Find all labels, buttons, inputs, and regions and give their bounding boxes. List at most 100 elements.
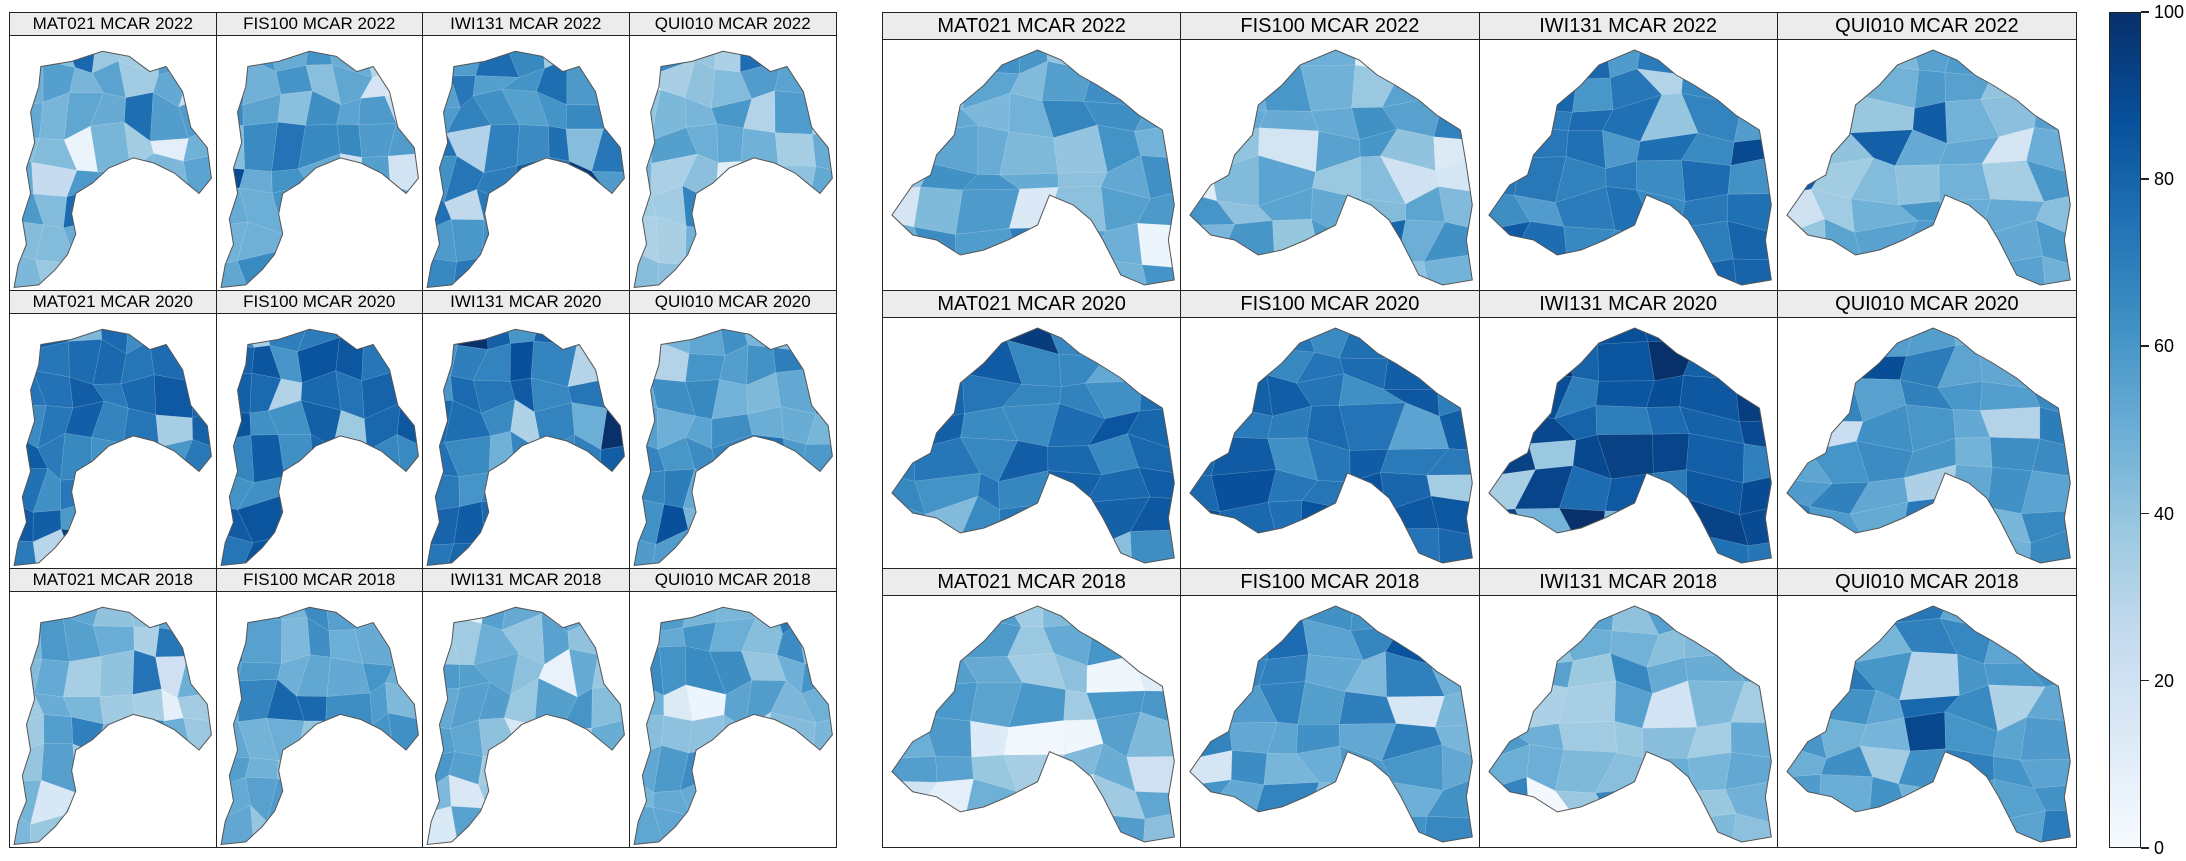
district xyxy=(772,329,806,351)
district xyxy=(1190,166,1217,201)
choropleth-map xyxy=(10,592,216,847)
district xyxy=(891,68,933,110)
district xyxy=(594,329,625,348)
district xyxy=(685,255,715,288)
district xyxy=(1215,545,1280,563)
district xyxy=(1001,539,1066,563)
district xyxy=(326,256,358,288)
panel-title: IWI131 MCAR 2018 xyxy=(1479,569,1777,596)
district xyxy=(333,447,367,464)
district xyxy=(158,51,191,75)
region-outline xyxy=(634,329,832,565)
district xyxy=(1510,328,1577,353)
district xyxy=(801,660,832,693)
district xyxy=(302,809,331,845)
map-panel: MAT021 MCAR 2022 xyxy=(883,13,1182,291)
region-outline xyxy=(634,51,832,287)
district xyxy=(1211,50,1260,75)
choropleth-map xyxy=(423,36,629,290)
district xyxy=(443,607,488,624)
district xyxy=(812,94,832,134)
district xyxy=(568,750,599,792)
region-outline xyxy=(221,607,418,844)
district xyxy=(533,500,571,546)
district xyxy=(1643,531,1686,563)
district xyxy=(93,499,136,533)
map-panel: IWI131 MCAR 2020 xyxy=(1479,291,1778,569)
choropleth-map xyxy=(1181,318,1478,568)
district xyxy=(330,464,362,512)
district xyxy=(1084,63,1149,107)
district xyxy=(809,198,832,231)
district xyxy=(1384,328,1445,359)
district xyxy=(182,499,212,543)
district xyxy=(916,682,978,721)
district xyxy=(741,191,785,220)
district xyxy=(599,816,625,845)
district xyxy=(1684,654,1744,682)
district xyxy=(1687,813,1736,842)
district xyxy=(1953,497,1989,546)
panel-title: QUI010 MCAR 2018 xyxy=(1777,569,2076,596)
district xyxy=(592,648,625,688)
region-outline xyxy=(1787,606,2070,842)
district xyxy=(1808,328,1869,357)
district xyxy=(1900,538,1958,563)
district xyxy=(1434,95,1473,141)
district xyxy=(220,617,243,662)
district xyxy=(387,185,418,224)
district xyxy=(633,631,659,653)
district xyxy=(443,329,488,350)
district xyxy=(1009,228,1052,264)
district xyxy=(397,529,418,566)
district xyxy=(1723,50,1771,70)
district xyxy=(177,261,212,288)
district xyxy=(590,479,625,500)
district xyxy=(1190,624,1232,663)
district xyxy=(1190,692,1237,724)
district xyxy=(785,191,815,222)
district xyxy=(1431,606,1473,633)
district xyxy=(107,218,127,265)
district xyxy=(98,170,131,189)
district xyxy=(970,721,1008,757)
district xyxy=(2030,50,2071,74)
district xyxy=(121,810,151,845)
district xyxy=(562,728,592,751)
region-outline xyxy=(427,329,624,565)
district xyxy=(1190,807,1231,842)
district xyxy=(280,477,312,511)
district xyxy=(1748,542,1771,563)
region-outline xyxy=(1190,328,1472,563)
district xyxy=(658,263,687,288)
district xyxy=(1984,621,2042,664)
district xyxy=(1258,328,1315,352)
district xyxy=(1212,606,1269,624)
district xyxy=(891,249,928,285)
district xyxy=(891,450,915,482)
district xyxy=(1510,532,1571,563)
district xyxy=(712,220,752,255)
district xyxy=(280,496,310,536)
choropleth-map xyxy=(217,36,423,290)
district xyxy=(1510,50,1577,79)
district xyxy=(100,695,135,725)
district xyxy=(182,466,212,512)
district xyxy=(1140,328,1175,356)
district xyxy=(633,607,651,633)
district xyxy=(361,343,398,381)
choropleth-map xyxy=(883,318,1180,568)
district xyxy=(1637,789,1694,820)
district xyxy=(267,809,305,845)
district xyxy=(1190,100,1221,140)
district xyxy=(1190,224,1235,262)
district xyxy=(542,435,575,482)
choropleth-map xyxy=(883,596,1180,847)
district xyxy=(891,661,931,688)
district xyxy=(601,223,625,261)
district xyxy=(1058,172,1107,187)
district xyxy=(563,497,596,546)
district xyxy=(1867,815,1909,842)
district xyxy=(1488,541,1532,563)
choropleth-map xyxy=(10,314,216,568)
